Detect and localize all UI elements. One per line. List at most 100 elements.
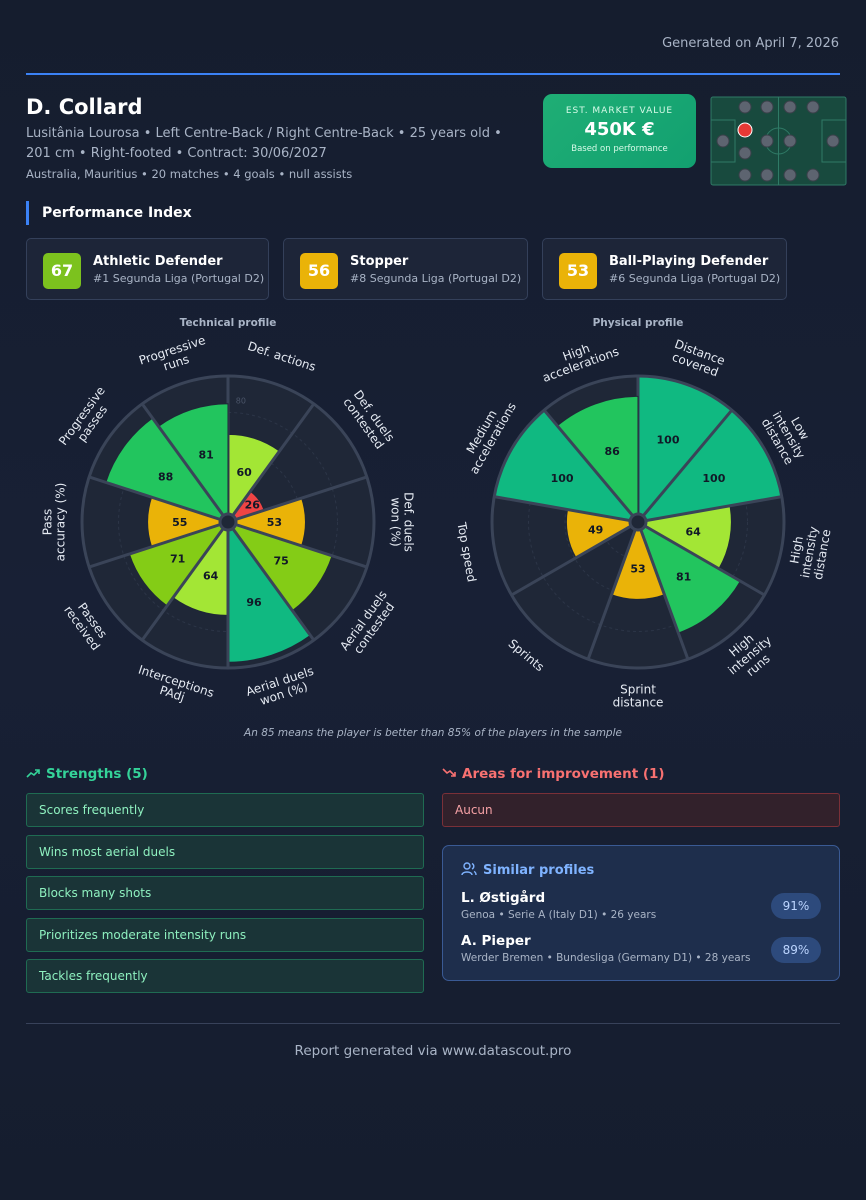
index-name: Ball-Playing Defender <box>609 254 769 269</box>
radar-axis-label: Distancecovered <box>668 337 727 380</box>
radar-title: Physical profile <box>593 317 684 329</box>
radar-value-label: 81 <box>198 449 213 462</box>
radar-center <box>628 512 648 532</box>
radar-value-label: 60 <box>237 466 253 479</box>
index-card-ball-playing-defender[interactable]: 53 Ball-Playing Defender #6 Segunda Liga… <box>542 238 787 300</box>
radar-axis-label: Sprint distance <box>613 683 664 710</box>
trend-down-icon <box>442 765 458 783</box>
radar-spoke <box>510 520 639 597</box>
radar-value-label: 100 <box>657 434 680 447</box>
index-rank: #1 Segunda Liga (Portugal D2) <box>93 272 265 285</box>
radar-axis-label: Aerial duelswon (%) <box>244 664 319 711</box>
radar-value-label: 100 <box>702 472 725 485</box>
similarity-badge: 89% <box>771 937 821 963</box>
radar-axis-label: Highaccelerations <box>536 332 621 385</box>
index-name: Athletic Defender <box>93 254 223 269</box>
strength-item: Prioritizes moderate intensity runs <box>26 918 424 952</box>
chart-footnote: An 85 means the player is better than 85… <box>244 727 622 739</box>
index-card-stopper[interactable]: 56 Stopper #8 Segunda Liga (Portugal D2) <box>283 238 528 300</box>
radar-title: Technical profile <box>180 317 277 329</box>
index-rank: #6 Segunda Liga (Portugal D2) <box>609 272 781 285</box>
radar-center <box>218 512 238 532</box>
footer-divider <box>26 1023 840 1024</box>
strength-item: Tackles frequently <box>26 959 424 993</box>
market-value-label: EST. MARKET VALUE <box>565 106 674 116</box>
similar-player-name[interactable]: L. Østigård <box>461 890 546 906</box>
radar-value-label: 49 <box>588 524 603 537</box>
radar-ring <box>118 412 338 632</box>
player-info: Lusitânia Lourosa • Left Centre-Back / R… <box>26 126 502 161</box>
radar-spoke <box>637 520 766 597</box>
radar-value-label: 26 <box>245 498 261 511</box>
trend-up-icon <box>26 765 42 783</box>
similar-profiles-title: Similar profiles <box>461 862 594 878</box>
radar-value-label: 64 <box>203 569 219 582</box>
radar-ring <box>528 412 748 632</box>
player-name: D. Collard <box>26 95 143 119</box>
strength-item: Scores frequently <box>26 793 424 827</box>
performance-title: Performance Index <box>26 201 192 225</box>
strength-item: Blocks many shots <box>26 876 424 910</box>
radar-value-label: 86 <box>605 445 621 458</box>
radar-outline <box>80 374 376 670</box>
radar-bar <box>637 520 742 634</box>
radar-spoke <box>493 495 639 524</box>
similar-profiles-title-text: Similar profiles <box>483 863 595 878</box>
market-value-note: Based on performance <box>571 144 668 154</box>
radar-outline <box>490 374 786 670</box>
radar-spoke <box>226 521 316 641</box>
radar-value-label: 81 <box>676 570 691 583</box>
market-value-card: EST. MARKET VALUE 450K € Based on perfor… <box>543 94 696 168</box>
radar-spoke <box>637 495 783 524</box>
radar-spoke <box>227 520 368 569</box>
users-icon <box>461 862 477 876</box>
radar-value-label: 96 <box>246 596 262 609</box>
player-position-marker <box>737 122 753 138</box>
radar-axis-label: Progressiveruns <box>137 333 211 380</box>
radar-axis-label: InterceptionsPAdj <box>133 662 216 712</box>
radar-spoke <box>140 403 230 523</box>
similar-player-name[interactable]: A. Pieper <box>461 933 531 949</box>
radar-spoke <box>226 403 316 523</box>
radar-axis-label: Passaccuracy (%) <box>41 483 68 562</box>
radar-axis-label: Passesreceived <box>61 596 113 654</box>
improvement-item: Aucun <box>442 793 840 827</box>
radar-axis-label: Def. actions <box>246 339 318 374</box>
generated-date: Generated on April 7, 2026 <box>662 36 839 51</box>
improvements-title: Areas for improvement (1) <box>442 765 665 783</box>
radar-bar <box>105 417 230 523</box>
radar-spoke <box>227 475 368 524</box>
radar-value-label: 55 <box>172 516 187 529</box>
radar-spoke <box>543 409 640 523</box>
radar-bar <box>556 395 639 524</box>
radar-spoke <box>88 520 229 569</box>
index-card-athletic-defender[interactable]: 67 Athletic Defender #1 Segunda Liga (Po… <box>26 238 269 300</box>
radar-spoke <box>140 521 230 641</box>
radar-bar <box>227 520 312 663</box>
radar-value-label: 75 <box>274 555 289 568</box>
player-meta: Australia, Mauritius • 20 matches • 4 go… <box>26 167 353 181</box>
similarity-badge: 91% <box>771 893 821 919</box>
radar-value-label: 71 <box>170 553 185 566</box>
radar-spoke <box>88 475 229 524</box>
radar-spoke <box>586 521 640 660</box>
radar-spoke <box>636 409 733 523</box>
index-name: Stopper <box>350 254 409 269</box>
radar-axis-label: Sprints <box>506 636 547 674</box>
index-score: 56 <box>300 253 338 289</box>
strength-item: Wins most aerial duels <box>26 835 424 869</box>
index-score: 53 <box>559 253 597 289</box>
radar-spoke <box>636 521 690 660</box>
radar-value-label: 88 <box>158 471 173 484</box>
similar-player-meta: Genoa • Serie A (Italy D1) • 26 years <box>461 909 657 921</box>
radar-ring-label: 80 <box>236 396 246 405</box>
market-value: 450K € <box>584 119 655 140</box>
radar-value-label: 100 <box>551 472 574 485</box>
radar-value-label: 53 <box>267 516 282 529</box>
index-score: 67 <box>43 253 81 289</box>
radar-axis-label: Top speed <box>454 520 478 583</box>
radar-axis-label: Def. duelswon (%) <box>389 492 416 552</box>
radar-axis-label: Highintensitydistance <box>785 523 833 581</box>
index-rank: #8 Segunda Liga (Portugal D2) <box>350 272 522 285</box>
